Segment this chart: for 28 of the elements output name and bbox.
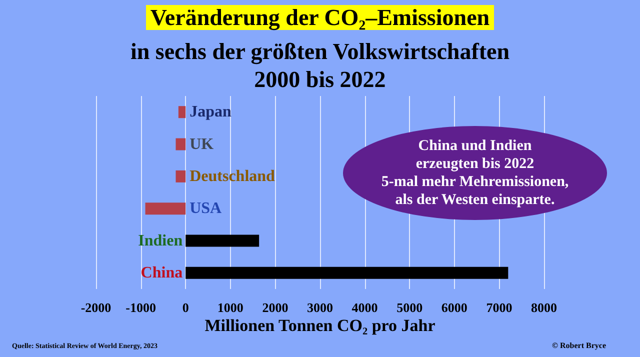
ellipse-callout: China und Indien erzeugten bis 2022 5-mal mehr Mehremissionen, als der Westen einsparte. — [343, 126, 607, 220]
x-tick-label: 2000 — [262, 300, 288, 315]
y-tick-label: Indien — [138, 232, 183, 250]
bar — [176, 170, 186, 182]
x-axis-title: Millionen Tonnen CO₂ pro Jahr — [204, 316, 436, 336]
y-tick-label: UK — [190, 136, 214, 153]
x-tick-label: 6000 — [441, 300, 468, 315]
bar — [186, 266, 508, 279]
text: © Robert Bryce — [552, 341, 606, 350]
x-tick-label: 8000 — [531, 300, 557, 315]
chart-title: Veränderung der CO₂–Emissionen — [146, 5, 494, 30]
chart-subtitle: in sechs der größten Volkswirtschaften 2000 bis 2022 — [129, 38, 511, 94]
bar — [186, 234, 260, 247]
y-tick-label: China — [140, 264, 183, 282]
bar — [145, 202, 186, 215]
x-tick-label: 7000 — [486, 300, 512, 315]
bar — [176, 138, 186, 150]
x-tick-label: 4000 — [352, 300, 378, 315]
x-tick-label: 3000 — [307, 300, 333, 315]
x-tick-label: 0 — [182, 300, 189, 315]
annotation: China und Indien erzeugten bis 2022 5-mal mehr Mehremissionen, als der Westen einsparte. — [381, 137, 569, 209]
x-tick-label: -1000 — [126, 300, 156, 315]
x-tick-label: 1000 — [217, 300, 244, 315]
y-tick-label: Deutschland — [190, 168, 276, 185]
x-tick-label: -2000 — [80, 300, 112, 315]
y-tick-label: USA — [190, 200, 222, 218]
x-tick-label: 5000 — [396, 300, 423, 315]
bar — [178, 106, 186, 118]
